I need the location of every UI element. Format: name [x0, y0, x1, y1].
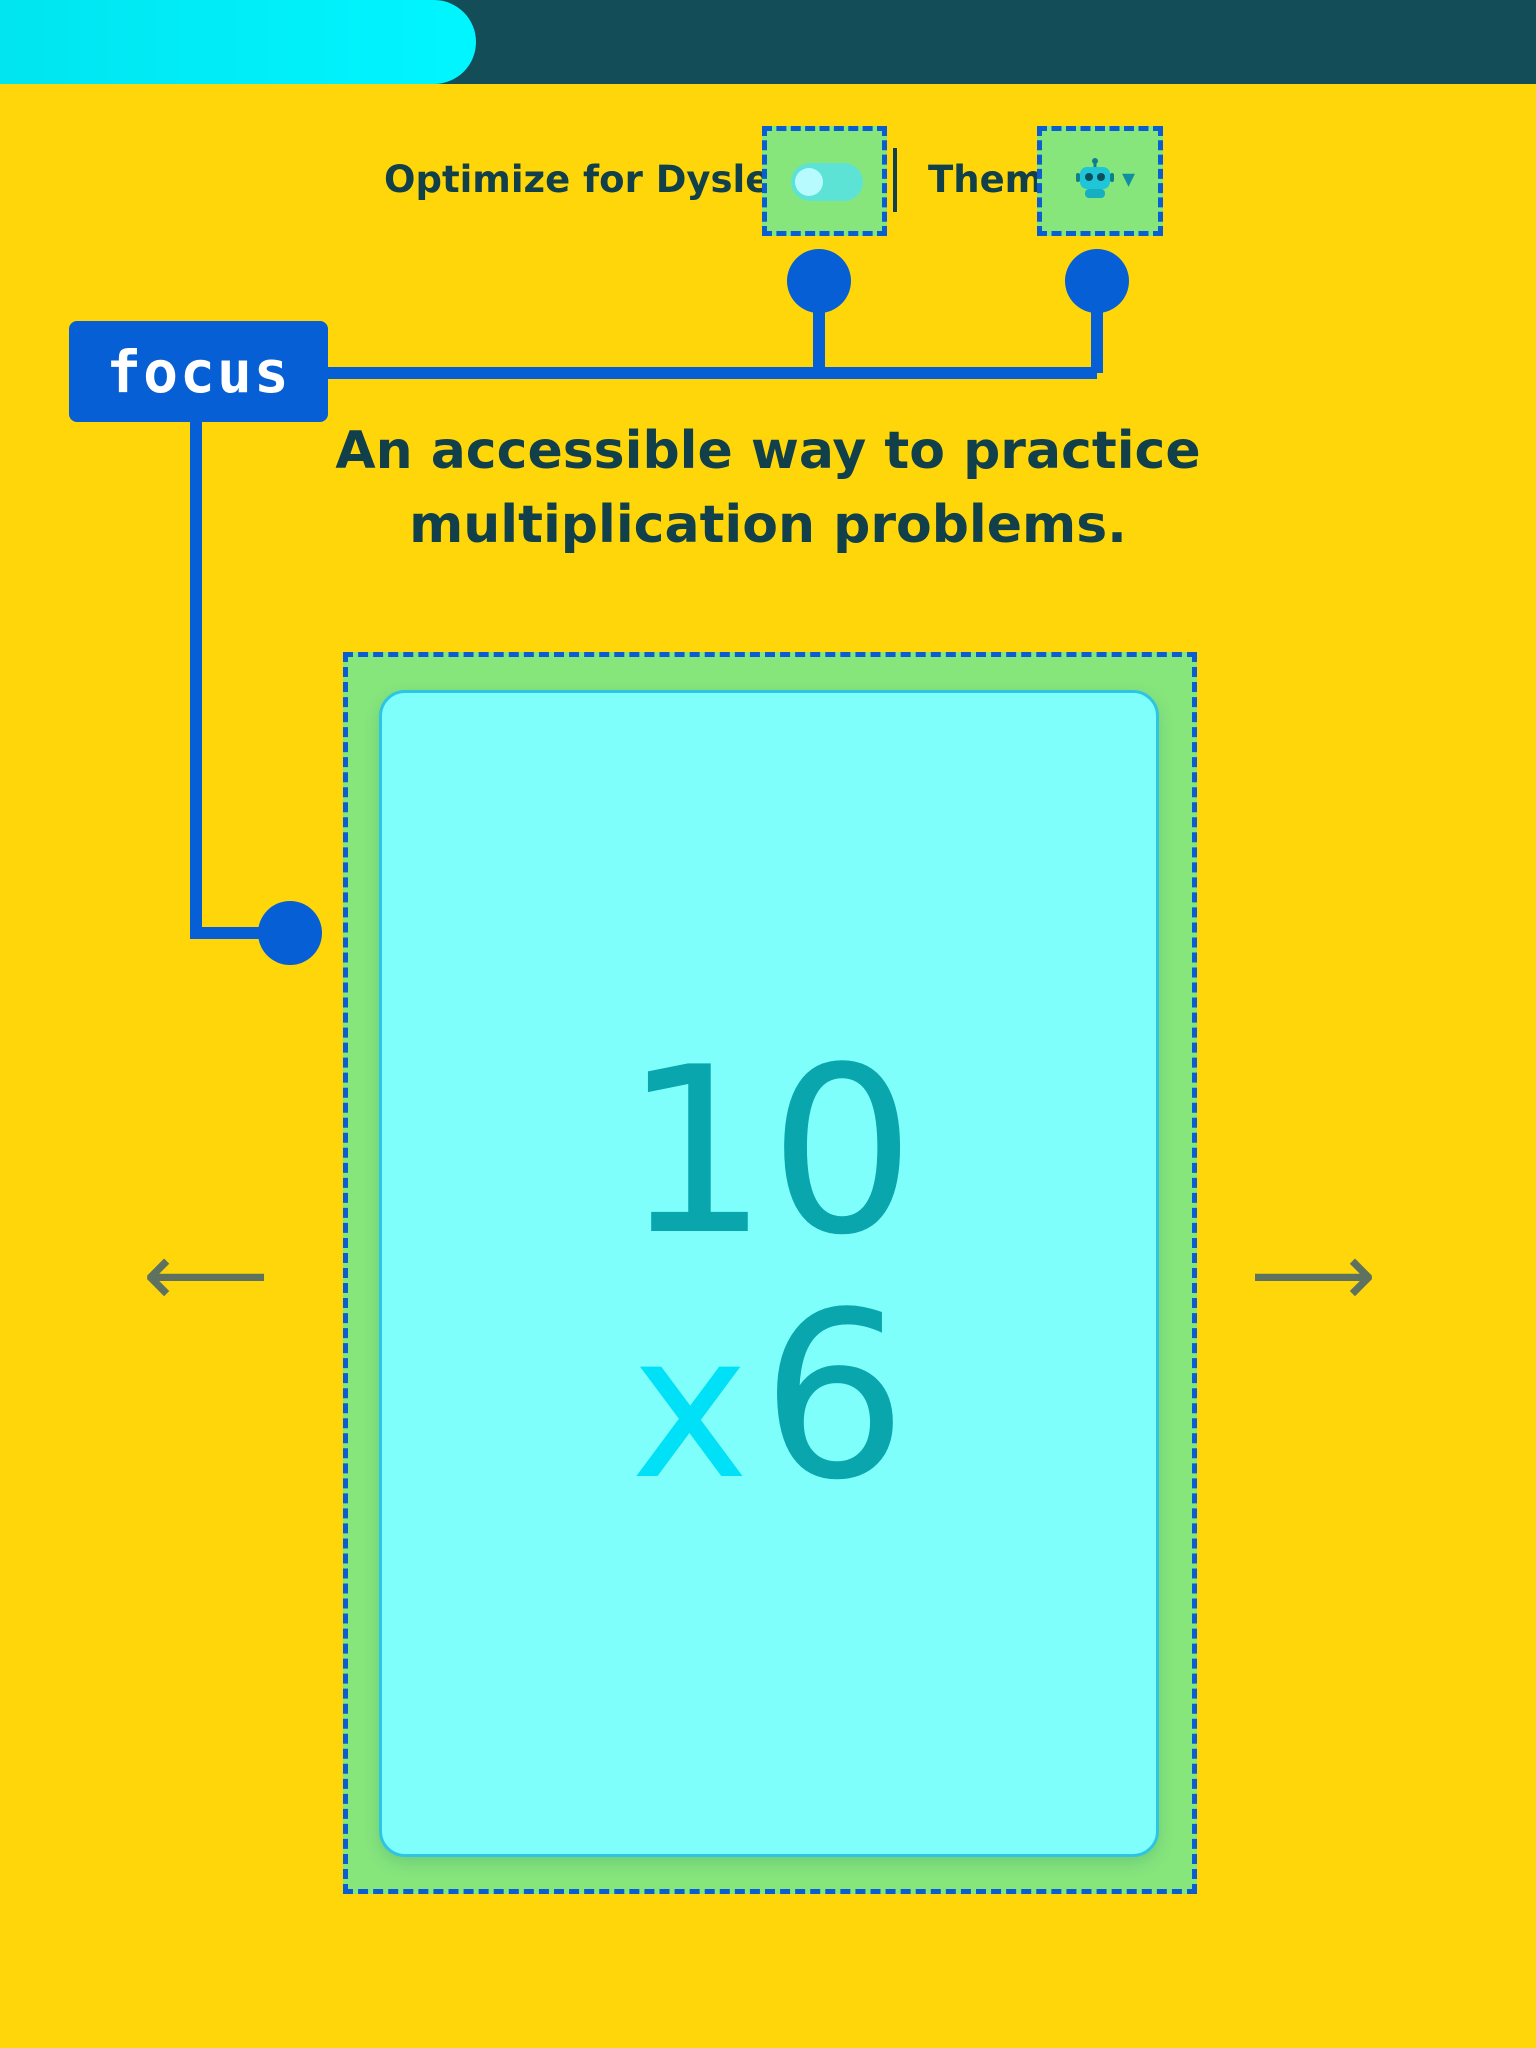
card-bottom-row: x6	[382, 1273, 1156, 1596]
robot-icon[interactable]	[1075, 158, 1115, 200]
multiply-operator: x	[630, 1291, 749, 1524]
toggle-knob	[795, 168, 823, 196]
theme-dropdown-caret[interactable]: ▾	[1122, 164, 1136, 194]
progress-bar	[0, 0, 477, 84]
flashcard[interactable]: 10 x6	[379, 690, 1159, 1857]
dyslexia-label: Optimize for Dyslexia	[384, 158, 832, 201]
focus-annotation-badge: focus	[69, 321, 328, 422]
top-header	[0, 0, 1536, 84]
next-card-arrow-icon[interactable]: ⟶	[1250, 1223, 1377, 1326]
dyslexia-toggle[interactable]	[791, 163, 863, 201]
settings-divider	[893, 148, 897, 212]
previous-card-arrow-icon[interactable]: ⟵	[143, 1223, 270, 1326]
card-bottom-number: 6	[761, 1264, 908, 1531]
connector-dot-toggle	[787, 249, 851, 313]
connector-dot-card	[258, 901, 322, 965]
connector-dot-theme	[1065, 249, 1129, 313]
card-top-number: 10	[622, 1019, 916, 1286]
page-subtitle: An accessible way to practice multiplica…	[335, 421, 1201, 555]
